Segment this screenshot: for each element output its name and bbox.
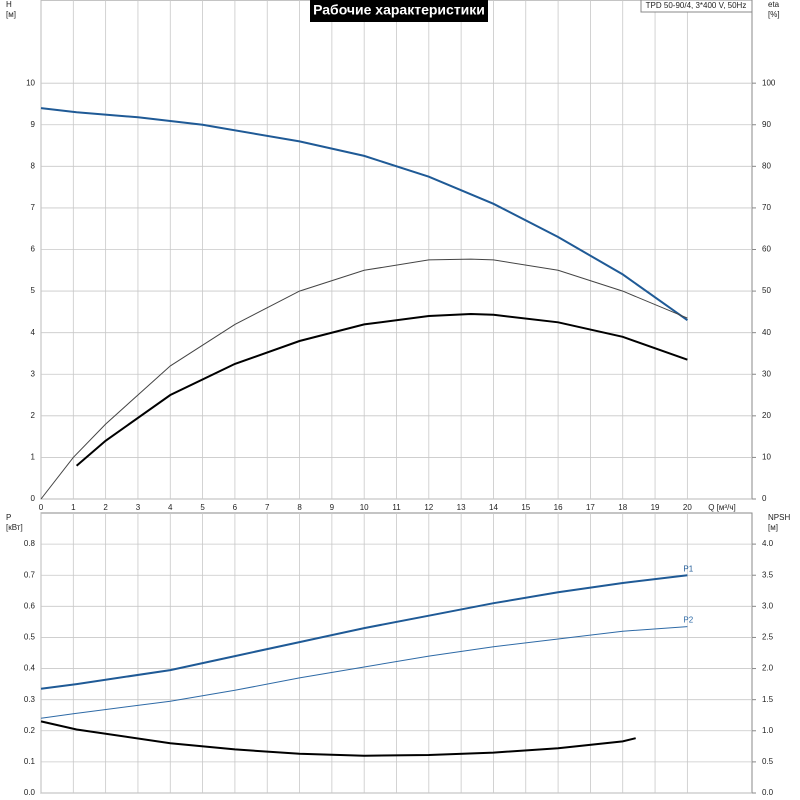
y-tick-label: 0.0	[24, 788, 36, 797]
y-tick-label: 0.5	[24, 633, 36, 642]
y-tick-label: 0.4	[24, 664, 36, 673]
x-tick-label: 6	[233, 503, 238, 512]
x-tick-label: 0	[39, 503, 44, 512]
y-tick-label: 7	[31, 203, 36, 212]
y-tick-label: 0.2	[24, 726, 36, 735]
y2-tick-label: 80	[762, 161, 771, 170]
info-box	[640, 0, 753, 13]
y2-tick-label: 2.0	[762, 664, 774, 673]
y-tick-label: 10	[26, 78, 35, 87]
y2-tick-label: 0.0	[762, 788, 774, 797]
y2-axis-label: eta	[768, 0, 780, 9]
y-tick-label: 5	[31, 286, 36, 295]
curve	[40, 626, 688, 719]
y2-tick-label: 40	[762, 328, 771, 337]
x-tick-label: 16	[554, 503, 563, 512]
curve	[75, 312, 688, 467]
curve	[40, 720, 636, 757]
y2-tick-label: 0.5	[762, 757, 774, 766]
y2-tick-label: 50	[762, 286, 771, 295]
y-tick-label: 0.3	[24, 695, 36, 704]
y2-tick-label: 2.5	[762, 633, 774, 642]
x-tick-label: 20	[683, 503, 692, 512]
y2-axis-label: [м]	[768, 523, 778, 532]
y-axis-label: [кВт]	[6, 523, 23, 532]
x-tick-label: 17	[586, 503, 595, 512]
y2-tick-label: 60	[762, 245, 771, 254]
y-tick-label: 0.8	[24, 539, 36, 548]
y2-tick-label: 3.5	[762, 570, 774, 579]
x-tick-label: 4	[168, 503, 173, 512]
y2-tick-label: 0	[762, 494, 767, 503]
y2-tick-label: 4.0	[762, 539, 774, 548]
y-tick-label: 8	[31, 161, 36, 170]
x-tick-label: 13	[457, 503, 466, 512]
chart-title: Рабочие характеристики	[313, 2, 485, 18]
y2-axis-label: [%]	[768, 10, 780, 19]
x-tick-label: 3	[136, 503, 141, 512]
y2-tick-label: 3.0	[762, 601, 774, 610]
y-tick-label: 2	[31, 411, 36, 420]
y-tick-label: 0	[31, 494, 36, 503]
y-tick-label: 3	[31, 369, 36, 378]
x-tick-label: 18	[618, 503, 627, 512]
title-box	[310, 0, 488, 22]
x-tick-label: 15	[521, 503, 530, 512]
y2-tick-label: 1.0	[762, 726, 774, 735]
curve	[40, 258, 688, 500]
y2-tick-label: 20	[762, 411, 771, 420]
y-tick-label: 9	[31, 120, 36, 129]
y-tick-label: 1	[31, 453, 36, 462]
y2-tick-label: 70	[762, 203, 771, 212]
x-tick-label: 12	[424, 503, 433, 512]
y-tick-label: 4	[31, 328, 36, 337]
y-axis-label: H	[6, 0, 12, 9]
x-tick-label: 14	[489, 503, 498, 512]
y-axis-label: [м]	[6, 10, 16, 19]
x-axis-label: Q [м³/ч]	[708, 503, 735, 512]
x-tick-label: 2	[103, 503, 108, 512]
y2-tick-label: 30	[762, 369, 771, 378]
info-label: TPD 50-90/4, 3*400 V, 50Hz	[646, 1, 747, 10]
x-tick-label: 8	[297, 503, 302, 512]
y2-tick-label: 100	[762, 78, 776, 87]
y-tick-label: 0.7	[24, 570, 36, 579]
x-tick-label: 11	[392, 503, 401, 512]
y-axis-label: P	[6, 513, 11, 522]
y2-tick-label: 10	[762, 453, 771, 462]
x-tick-label: 1	[71, 503, 76, 512]
series-label: P2	[683, 616, 693, 625]
y-tick-label: 0.1	[24, 757, 36, 766]
y2-tick-label: 90	[762, 120, 771, 129]
x-tick-label: 7	[265, 503, 270, 512]
curve	[40, 574, 688, 690]
x-tick-label: 5	[200, 503, 205, 512]
x-tick-label: 10	[360, 503, 369, 512]
y2-tick-label: 1.5	[762, 695, 774, 704]
series-label: P1	[683, 564, 693, 573]
y-tick-label: 6	[31, 245, 36, 254]
x-tick-label: 19	[651, 503, 660, 512]
curve	[40, 107, 688, 322]
y-tick-label: 0.6	[24, 601, 36, 610]
y2-axis-label: NPSH	[768, 513, 790, 522]
x-tick-label: 9	[330, 503, 335, 512]
